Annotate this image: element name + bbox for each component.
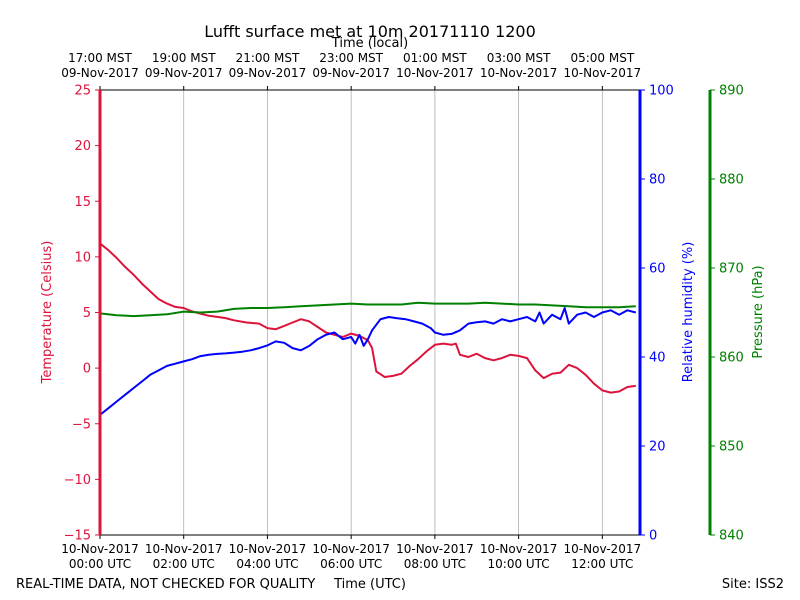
humidity-tick-label: 0 <box>649 529 657 544</box>
data-series <box>99 242 637 416</box>
pressure-tick-label: 870 <box>719 262 744 277</box>
pressure-line <box>99 301 636 318</box>
pressure-tick-label: 850 <box>719 440 744 455</box>
chart-title: Lufft surface met at 10m 20171110 1200 <box>204 22 536 41</box>
x-tick-label-utc: 10-Nov-2017 10:00 UTC <box>480 542 558 571</box>
temperature-tick-label: 10 <box>74 250 91 265</box>
humidity-tick-label: 100 <box>649 84 674 99</box>
humidity-tick-label: 60 <box>649 262 666 277</box>
relative-humidity-line <box>99 307 637 416</box>
x-tick-label-utc: 10-Nov-2017 06:00 UTC <box>312 542 390 571</box>
humidity-tick-label: 20 <box>649 440 666 455</box>
pressure-tick-label: 890 <box>719 84 744 99</box>
pressure-tick-label: 840 <box>719 529 744 544</box>
x-tick-label-local: 03:00 MST 10-Nov-2017 <box>480 51 558 80</box>
y-axis-ticks: −15 −10 −5 0 5 10 15 20 25 0 20 40 60 80 100 840 850 860 8… <box>64 84 744 544</box>
x-tick-label-utc: 10-Nov-2017 02:00 UTC <box>145 542 223 571</box>
humidity-tick-label: 40 <box>649 351 666 366</box>
temperature-tick-label: 25 <box>74 84 91 99</box>
temperature-tick-label: −5 <box>72 417 91 432</box>
x-tick-label-local: 05:00 MST 10-Nov-2017 <box>564 51 642 80</box>
temperature-tick-label: 5 <box>83 306 91 321</box>
temperature-tick-label: 15 <box>74 195 91 210</box>
humidity-tick-label: 80 <box>649 173 666 188</box>
x-tick-label-utc: 10-Nov-2017 08:00 UTC <box>396 542 474 571</box>
x-tick-label-local: 17:00 MST 09-Nov-2017 <box>61 51 139 80</box>
footer-site: Site: ISS2 <box>722 577 784 592</box>
x-axis-label: Time (UTC) <box>333 577 406 592</box>
humidity-axis-label: Relative humidity (%) <box>681 242 696 383</box>
pressure-tick-label: 860 <box>719 351 744 366</box>
x-tick-label-local: 21:00 MST 09-Nov-2017 <box>229 51 307 80</box>
x-tick-label-local: 01:00 MST 10-Nov-2017 <box>396 51 474 80</box>
x-tick-label-utc: 10-Nov-2017 00:00 UTC <box>61 542 139 571</box>
pressure-tick-label: 880 <box>719 173 744 188</box>
temperature-tick-label: 20 <box>74 139 91 154</box>
temperature-tick-label: 0 <box>83 362 91 377</box>
temperature-tick-label: −10 <box>64 473 91 488</box>
temperature-tick-label: −15 <box>64 529 91 544</box>
top-axis-title: Time (local) <box>331 36 408 51</box>
footer-quality-note: REAL-TIME DATA, NOT CHECKED FOR QUALITY <box>16 577 315 592</box>
temperature-axis-label: Temperature (Celsius) <box>40 241 55 385</box>
x-tick-label-local: 23:00 MST 09-Nov-2017 <box>312 51 390 80</box>
pressure-axis-label: Pressure (hPa) <box>751 265 766 358</box>
x-tick-label-local: 19:00 MST 09-Nov-2017 <box>145 51 223 80</box>
x-tick-label-utc: 10-Nov-2017 12:00 UTC <box>564 542 642 571</box>
temperature-line <box>99 242 636 394</box>
x-tick-label-utc: 10-Nov-2017 04:00 UTC <box>229 542 307 571</box>
